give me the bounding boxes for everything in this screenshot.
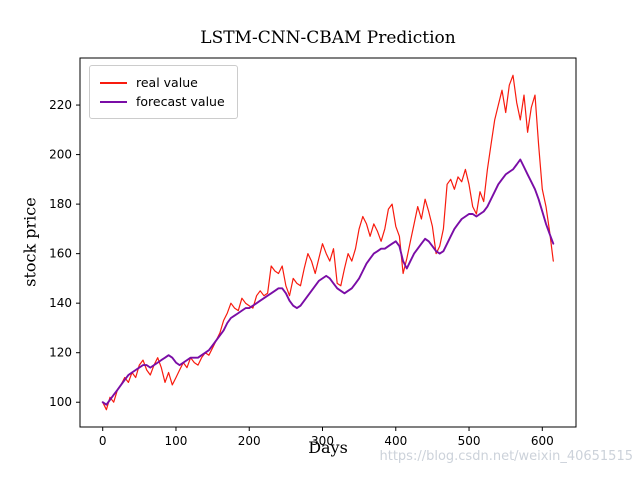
legend: real value forecast value [89,65,238,119]
svg-text:200: 200 [49,148,72,162]
legend-entry-forecast: forecast value [100,92,225,111]
x-axis-label: Days [308,438,348,457]
svg-text:500: 500 [458,434,481,448]
legend-entry-real: real value [100,73,225,92]
svg-text:100: 100 [165,434,188,448]
svg-text:200: 200 [238,434,261,448]
y-axis-label: stock price [20,197,40,287]
forecast-value-line-swatch [100,100,127,103]
chart-title: LSTM-CNN-CBAM Prediction [200,28,456,48]
svg-text:600: 600 [531,434,554,448]
legend-label-real: real value [136,75,198,90]
watermark-url: https://blog.csdn.net/weixin_40651515 [379,449,633,464]
svg-text:140: 140 [49,296,72,310]
svg-text:160: 160 [49,247,72,261]
svg-text:400: 400 [384,434,407,448]
real-value-line-swatch [100,81,127,84]
svg-text:100: 100 [49,395,72,409]
legend-label-forecast: forecast value [136,94,225,109]
svg-text:180: 180 [49,197,72,211]
svg-text:120: 120 [49,346,72,360]
svg-text:220: 220 [49,98,72,112]
svg-text:300: 300 [311,434,334,448]
svg-text:0: 0 [99,434,107,448]
